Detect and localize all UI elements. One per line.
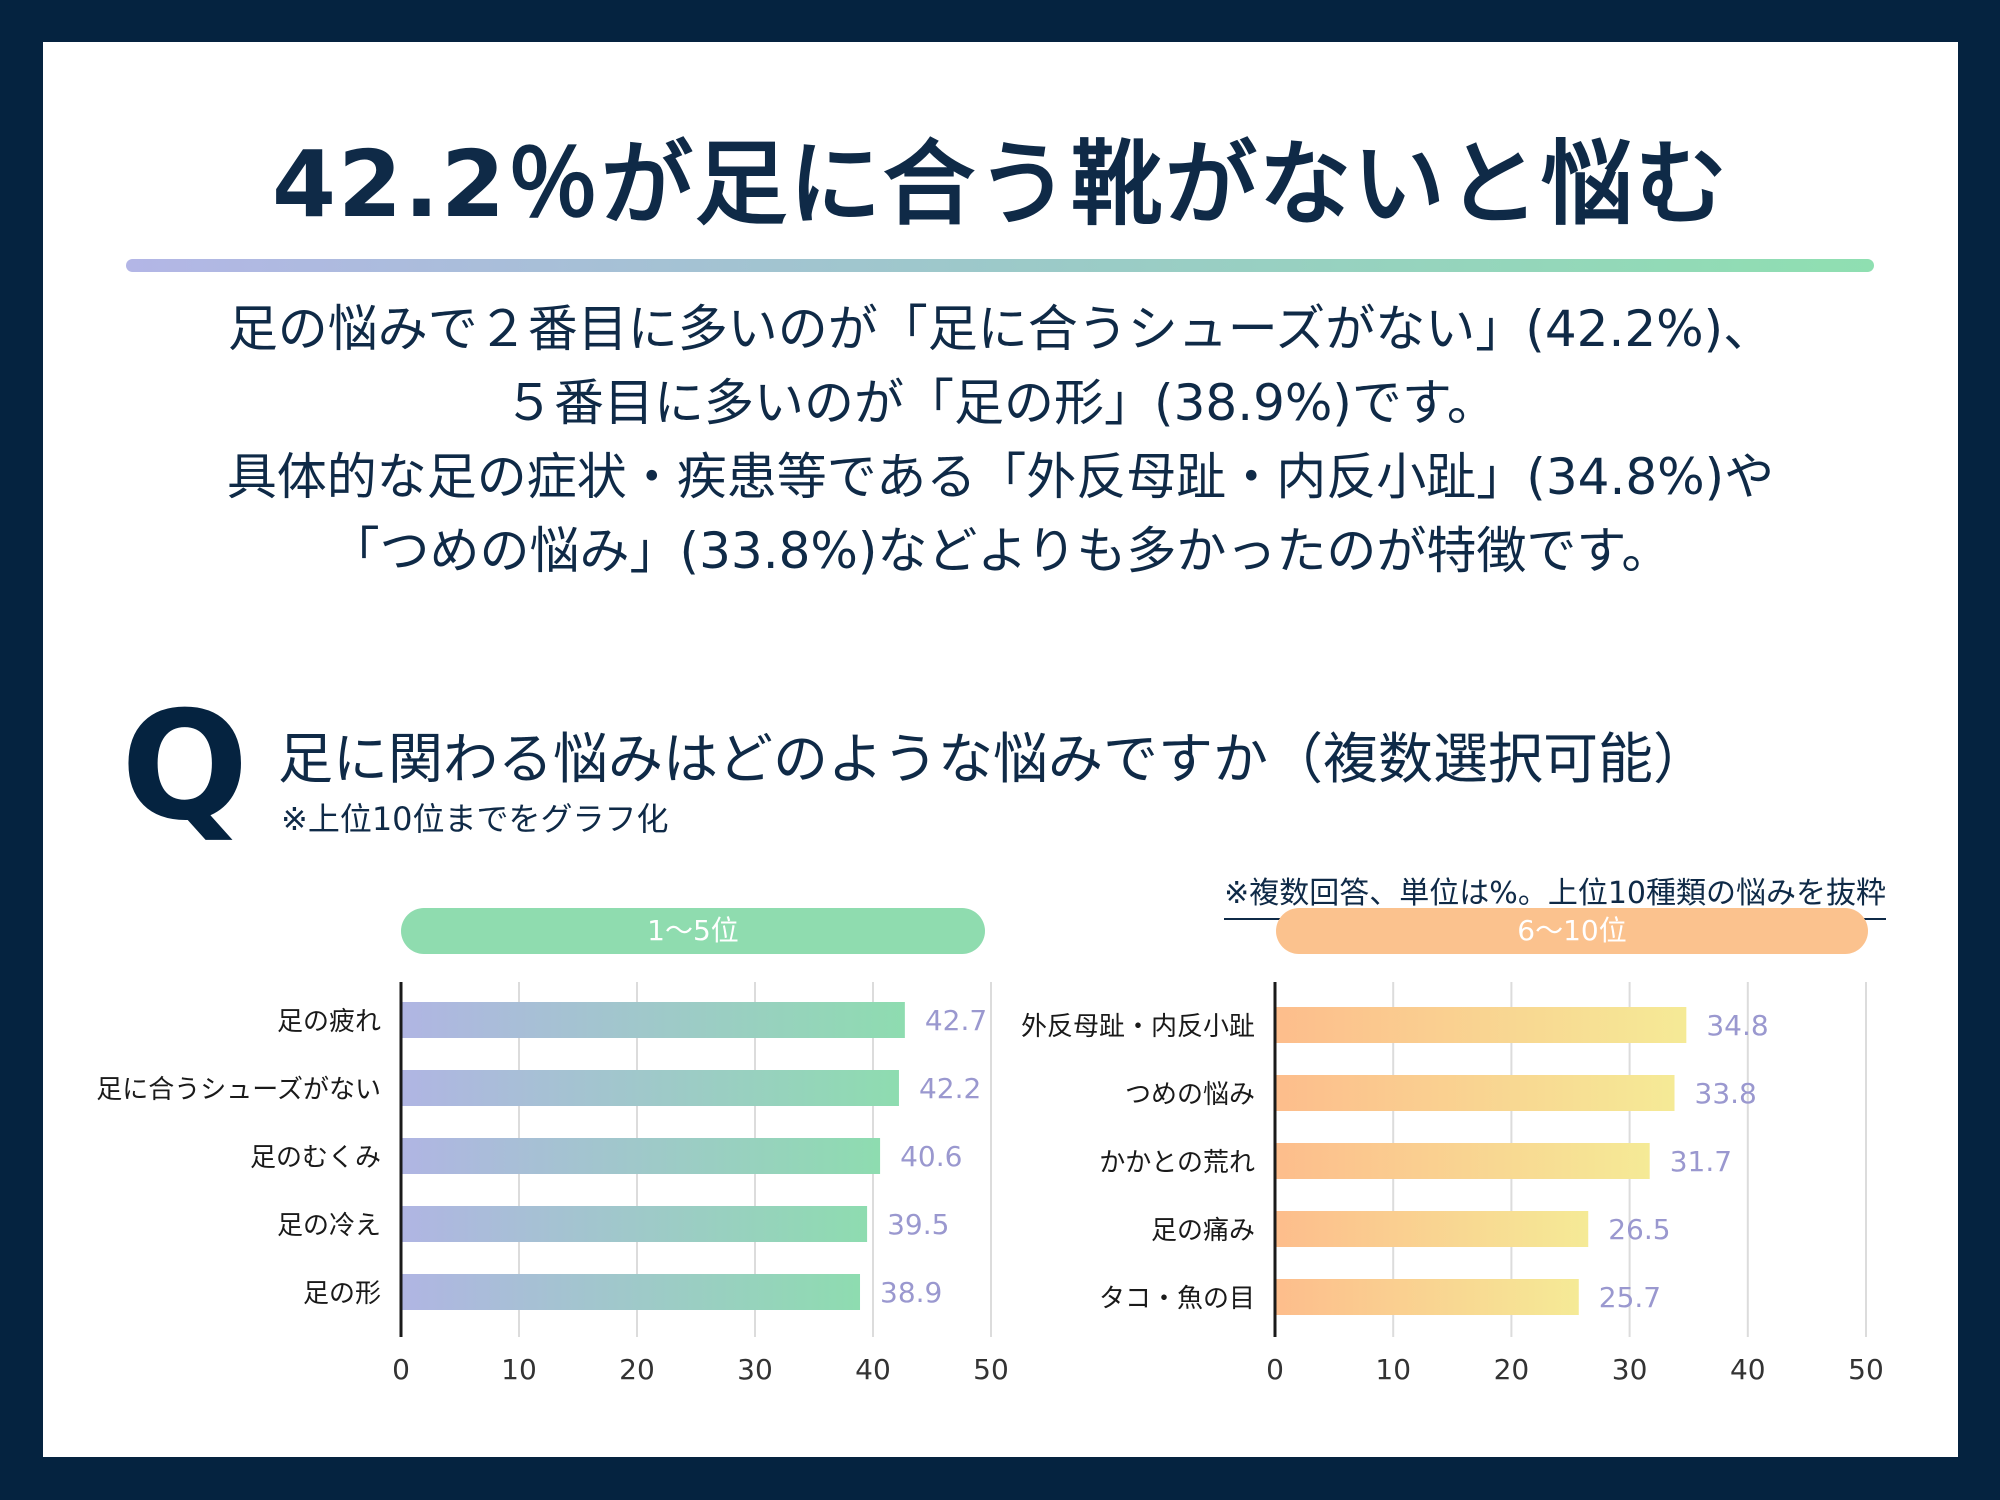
bar-charts: 0 10 20 30 40 50 足の疲れ 42.7 足に合うシューズがない 42.2 足のむくみ 4… bbox=[96, 982, 1884, 1386]
page-title: 42.2％が足に合う靴がないと悩む bbox=[272, 131, 1729, 238]
right-tick-label-5: 50 bbox=[1848, 1353, 1884, 1386]
right-category-label-3: 足の痛み bbox=[1151, 1216, 1255, 1246]
left-value-label-1: 42.2 bbox=[919, 1072, 981, 1105]
summary-line-1: 足の悩みで２番目に多いのが「足に合うシューズがない」(42.2%)、 bbox=[227, 300, 1774, 358]
left-bar-3 bbox=[401, 1206, 868, 1242]
left-value-label-0: 42.7 bbox=[925, 1004, 987, 1037]
left-category-label-0: 足の疲れ bbox=[277, 1007, 381, 1037]
question-mark-icon: Q bbox=[121, 680, 249, 854]
left-tick-label-3: 30 bbox=[737, 1353, 773, 1386]
chart-right-title: 6～10位 bbox=[1276, 908, 1868, 954]
left-bar-4 bbox=[401, 1274, 861, 1310]
left-bar-1 bbox=[401, 1070, 899, 1106]
question-text: 足に関わる悩みはどのような悩みですか（複数選択可能） bbox=[278, 727, 1709, 791]
right-category-label-4: タコ・魚の目 bbox=[1099, 1284, 1255, 1314]
title-divider bbox=[126, 259, 1874, 272]
right-value-label-0: 34.8 bbox=[1706, 1009, 1768, 1042]
left-category-label-3: 足の冷え bbox=[277, 1211, 381, 1241]
summary-line-2: ５番目に多いのが「足の形」(38.9%)です。 bbox=[504, 374, 1497, 432]
right-bar-3 bbox=[1275, 1211, 1589, 1247]
source-note: ※複数回答、単位は%。上位10種類の悩みを抜粋 bbox=[1224, 868, 1886, 920]
infographic-card: 42.2％が足に合う靴がないと悩む 足の悩みで２番目に多いのが「足に合うシューズ… bbox=[43, 42, 1958, 1457]
right-bar-1 bbox=[1275, 1075, 1675, 1111]
right-value-label-2: 31.7 bbox=[1670, 1145, 1732, 1178]
left-category-label-1: 足に合うシューズがない bbox=[96, 1075, 381, 1105]
right-tick-label-1: 10 bbox=[1375, 1353, 1411, 1386]
right-bar-2 bbox=[1275, 1143, 1650, 1179]
left-value-label-3: 39.5 bbox=[887, 1208, 949, 1241]
right-value-label-1: 33.8 bbox=[1695, 1077, 1757, 1110]
left-value-label-2: 40.6 bbox=[900, 1140, 962, 1173]
right-value-label-4: 25.7 bbox=[1599, 1281, 1661, 1314]
right-bar-4 bbox=[1275, 1279, 1579, 1315]
left-tick-label-5: 50 bbox=[973, 1353, 1009, 1386]
right-tick-label-0: 0 bbox=[1266, 1353, 1284, 1386]
chart-left-title: 1～5位 bbox=[401, 908, 985, 954]
right-category-label-2: かかとの荒れ bbox=[1099, 1148, 1255, 1178]
right-tick-label-4: 40 bbox=[1730, 1353, 1766, 1386]
right-category-label-1: つめの悩み bbox=[1125, 1080, 1255, 1110]
left-tick-label-4: 40 bbox=[855, 1353, 891, 1386]
right-value-label-3: 26.5 bbox=[1608, 1213, 1670, 1246]
left-bar-2 bbox=[401, 1138, 881, 1174]
left-tick-label-2: 20 bbox=[619, 1353, 655, 1386]
summary-line-3: 具体的な足の症状・疾患等である「外反母趾・内反小趾」(34.8%)や bbox=[226, 448, 1775, 506]
left-category-label-2: 足のむくみ bbox=[250, 1143, 381, 1173]
question-note: ※上位10位までをグラフ化 bbox=[281, 800, 669, 838]
left-bar-0 bbox=[401, 1002, 905, 1038]
left-value-label-4: 38.9 bbox=[880, 1276, 942, 1309]
summary-line-4: 「つめの悩み」(33.8%)などよりも多かったのが特徴です。 bbox=[329, 522, 1672, 580]
right-bar-0 bbox=[1275, 1007, 1687, 1043]
right-category-label-0: 外反母趾・内反小趾 bbox=[1021, 1012, 1255, 1042]
left-category-label-4: 足の形 bbox=[303, 1279, 381, 1309]
summary-text: 足の悩みで２番目に多いのが「足に合うシューズがない」(42.2%)、 ５番目に多… bbox=[43, 292, 1958, 588]
right-tick-label-3: 30 bbox=[1612, 1353, 1648, 1386]
left-tick-label-0: 0 bbox=[392, 1353, 410, 1386]
right-tick-label-2: 20 bbox=[1494, 1353, 1530, 1386]
left-tick-label-1: 10 bbox=[501, 1353, 537, 1386]
